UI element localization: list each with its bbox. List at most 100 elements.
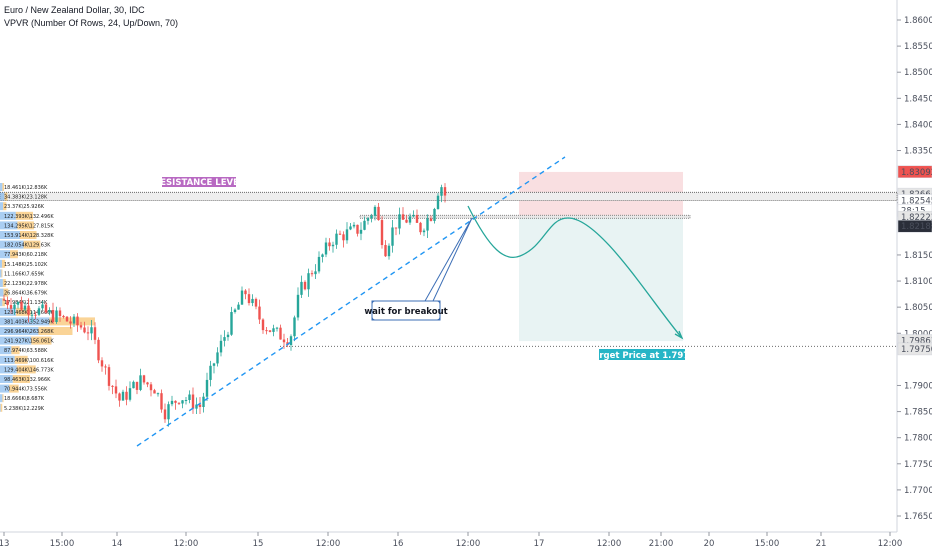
candle-body — [198, 404, 202, 408]
candle-body — [65, 316, 69, 322]
candle-body — [244, 290, 247, 295]
candle-body — [205, 379, 209, 397]
candle-body — [398, 214, 401, 229]
candle-body — [363, 220, 366, 230]
candle-body — [128, 388, 132, 400]
price-badge-label: 1.797500 — [901, 345, 932, 355]
volume-row-label: 17.984K\21.134K — [4, 300, 48, 306]
candle-body — [212, 363, 216, 366]
candle-body — [216, 352, 219, 364]
volume-row-up — [0, 202, 4, 211]
price-tick-label: 1.850000 — [904, 68, 932, 78]
time-tick-label: 21:00 — [649, 539, 674, 549]
time-tick-label: 15 — [253, 539, 264, 549]
candle-body — [314, 271, 317, 275]
volume-row-label: 77.943K\60.218K — [4, 252, 48, 258]
candle-body — [107, 367, 111, 386]
price-tick-label: 1.855000 — [904, 42, 932, 52]
time-tick-label: 20 — [704, 539, 715, 549]
candle-body — [16, 301, 20, 305]
candle-body — [62, 315, 65, 317]
candle-body — [72, 316, 76, 324]
candle-body — [251, 298, 254, 304]
candle-body — [20, 301, 23, 310]
volume-row-up — [0, 394, 3, 403]
projected-path-arrow — [674, 330, 684, 340]
candle-body — [51, 310, 55, 322]
target-badge — [599, 349, 685, 360]
candle-body — [160, 393, 163, 410]
candle-body — [90, 327, 93, 334]
candle-body — [174, 400, 177, 403]
callout-text: wait for breakout — [364, 307, 447, 317]
candle-body — [405, 219, 408, 223]
volume-row-label: 182.054K\129.63K — [4, 243, 51, 249]
candle-body — [377, 206, 380, 221]
candle-body — [83, 327, 86, 333]
candle-body — [135, 381, 139, 390]
price-badge-label: 1.798610 — [901, 337, 932, 347]
volume-row-up — [0, 355, 15, 364]
price-tick-label: 1.835000 — [904, 147, 932, 157]
candle-body — [324, 242, 328, 255]
candle-body — [415, 215, 419, 223]
time-tick-label: 15:00 — [50, 539, 75, 549]
volume-row-label: 241.927K\156.061K — [4, 339, 54, 345]
candle-body — [41, 304, 44, 309]
candle-body — [230, 312, 233, 335]
price-tick-label: 1.790000 — [904, 381, 932, 391]
volume-row-down — [19, 231, 37, 239]
price-tick-label: 1.845000 — [904, 94, 932, 104]
candle-body — [156, 393, 160, 395]
candle-body — [247, 294, 251, 304]
candle-body — [237, 304, 240, 310]
volume-row-up — [0, 288, 4, 297]
candle-body — [380, 220, 384, 246]
volume-row-label: 18.461K\12.836K — [4, 185, 48, 191]
candle-body — [142, 375, 146, 383]
candle-body — [125, 391, 128, 400]
volume-row-label: 98.463K\132.966K — [4, 377, 51, 383]
candle-body — [139, 375, 142, 390]
candle-body — [48, 310, 51, 313]
volume-row-up — [0, 365, 17, 374]
volume-row-label: 18.666K\8.687K — [4, 396, 45, 402]
candle-body — [279, 327, 282, 340]
candle-body — [163, 409, 167, 420]
volume-row-up — [0, 336, 32, 345]
volume-row-down — [23, 240, 41, 249]
volume-row-up — [0, 192, 5, 201]
time-tick-label: 12:00 — [878, 539, 903, 549]
candle-body — [23, 305, 27, 310]
volume-row-up — [0, 250, 11, 259]
time-tick-label: 13 — [0, 539, 9, 549]
candle-body — [114, 386, 118, 394]
candle-body — [426, 218, 429, 231]
time-tick-label: 17 — [534, 539, 545, 549]
candle-body — [181, 400, 184, 404]
candle-body — [184, 399, 188, 401]
candle-body — [440, 187, 443, 196]
candle-body — [265, 330, 268, 332]
candle-body — [97, 339, 100, 361]
time-tick-label: 21 — [816, 539, 827, 549]
candle-body — [349, 226, 352, 230]
volume-row-up — [0, 269, 2, 278]
price-tick-label: 1.770000 — [904, 486, 932, 496]
volume-row-label: 113.469K\100.616K — [4, 358, 54, 364]
candle-body — [436, 195, 440, 209]
price-badge-label: 1.821880 — [901, 222, 932, 232]
candle-body — [13, 304, 16, 309]
candle-body — [335, 233, 338, 245]
candle-body — [272, 328, 275, 332]
candle-body — [268, 330, 272, 332]
candle-body — [27, 305, 30, 315]
candle-body — [219, 340, 223, 353]
candle-body — [408, 216, 412, 223]
time-tick-label: 12:00 — [316, 539, 341, 549]
resistance-badge — [162, 177, 236, 187]
candle-body — [30, 314, 34, 316]
time-tick-label: 14 — [112, 539, 123, 549]
volume-row-label: 5.238K\12.229K — [4, 406, 45, 412]
